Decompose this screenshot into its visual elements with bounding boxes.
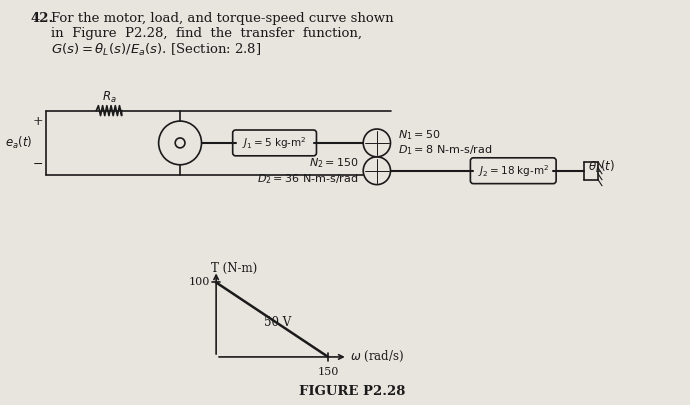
Text: 42.: 42.	[30, 12, 53, 26]
Text: For the motor, load, and torque-speed curve shown: For the motor, load, and torque-speed cu…	[52, 12, 394, 26]
Text: −: −	[32, 158, 43, 171]
Text: $J_2 = 18\ \mathrm{kg\text{-}m^2}$: $J_2 = 18\ \mathrm{kg\text{-}m^2}$	[477, 163, 549, 179]
Text: FIGURE P2.28: FIGURE P2.28	[299, 385, 406, 398]
Text: $D_2 = 36\ \mathrm{N\text{-}m\text{-}s/rad}$: $D_2 = 36\ \mathrm{N\text{-}m\text{-}s/r…	[257, 172, 358, 185]
Text: $e_a(t)$: $e_a(t)$	[5, 135, 32, 151]
Text: $\theta_L(t)$: $\theta_L(t)$	[589, 159, 615, 175]
Text: 100: 100	[189, 277, 210, 288]
Text: $N_2 = 150$: $N_2 = 150$	[308, 156, 358, 170]
Text: 150: 150	[317, 367, 339, 377]
FancyBboxPatch shape	[233, 130, 317, 156]
Text: 50 V: 50 V	[264, 315, 290, 329]
Text: $J_1 = 5\ \mathrm{kg\text{-}m^2}$: $J_1 = 5\ \mathrm{kg\text{-}m^2}$	[242, 135, 307, 151]
Text: in  Figure  P2.28,  find  the  transfer  function,: in Figure P2.28, find the transfer funct…	[52, 27, 362, 40]
Text: T (N-m): T (N-m)	[211, 262, 257, 275]
FancyBboxPatch shape	[471, 158, 556, 183]
Text: +: +	[32, 115, 43, 128]
Text: $G(s) = \theta_L(s)/E_a(s)$. [Section: 2.8]: $G(s) = \theta_L(s)/E_a(s)$. [Section: 2…	[52, 42, 262, 58]
Text: $\omega$ (rad/s): $\omega$ (rad/s)	[350, 350, 404, 364]
Text: $N_1 = 50$: $N_1 = 50$	[398, 128, 441, 142]
Text: $D_1 = 8\ \mathrm{N\text{-}m\text{-}s/rad}$: $D_1 = 8\ \mathrm{N\text{-}m\text{-}s/ra…	[398, 143, 493, 157]
Text: $R_a$: $R_a$	[101, 90, 117, 105]
